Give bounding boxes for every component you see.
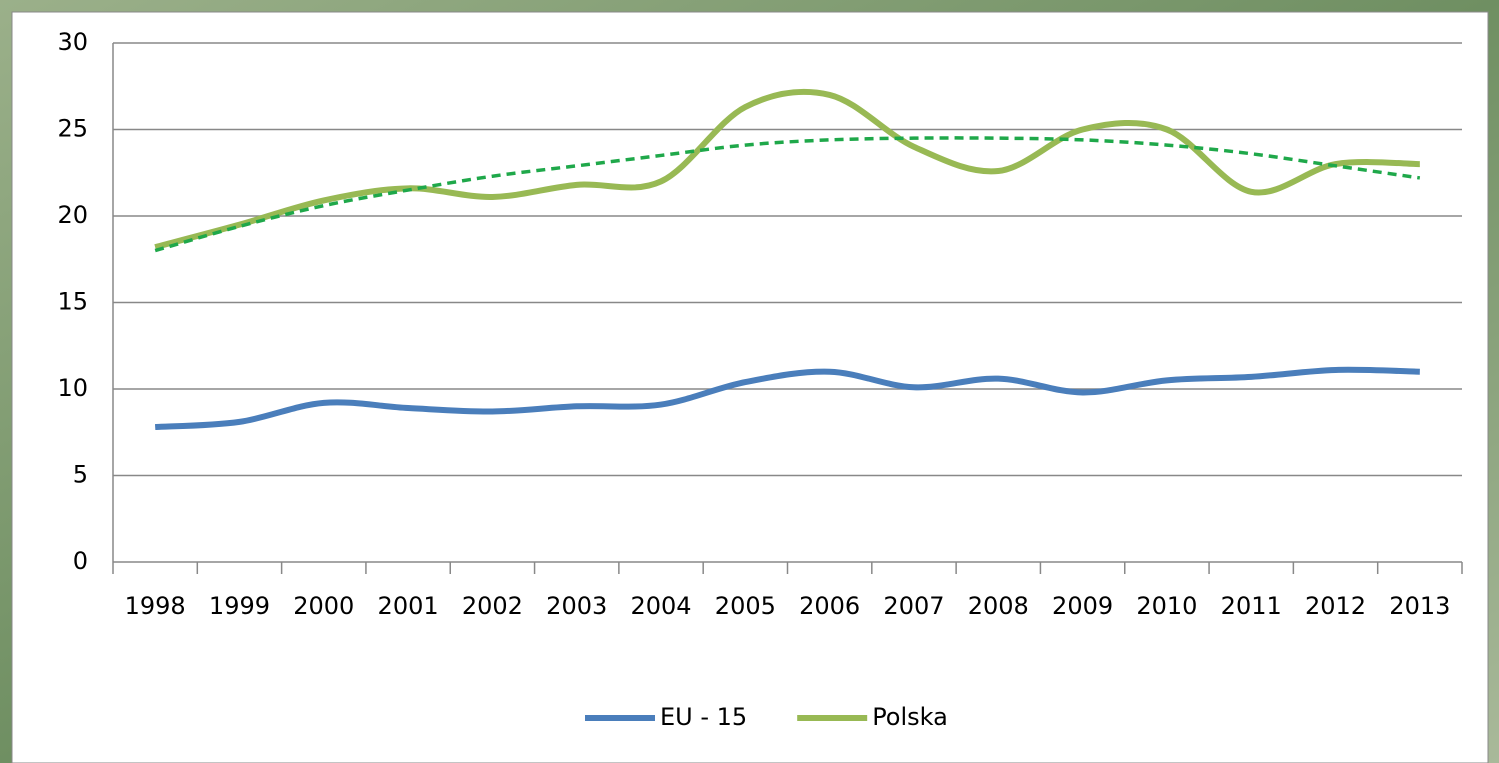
x-tick-label: 2004: [630, 592, 691, 620]
x-tick-label: 2007: [883, 592, 944, 620]
x-tick-label: 1998: [125, 592, 186, 620]
legend-label: EU - 15: [660, 703, 747, 731]
x-tick-label: 2003: [546, 592, 607, 620]
x-tick-label: 2008: [968, 592, 1029, 620]
x-tick-label: 2005: [715, 592, 776, 620]
x-tick-label: 2012: [1305, 592, 1366, 620]
x-tick-label: 2001: [378, 592, 439, 620]
y-tick-label: 30: [57, 28, 88, 56]
y-tick-label: 5: [73, 461, 88, 489]
line: [154, 88, 1420, 251]
y-tick-label: 0: [73, 547, 88, 575]
x-tick-label: 2009: [1052, 592, 1113, 620]
y-tick-label: 10: [57, 374, 88, 402]
legend-label: Polska: [872, 703, 948, 731]
x-tick-label: 2002: [462, 592, 523, 620]
y-tick-label: 25: [57, 115, 88, 143]
y-tick-label: 15: [57, 288, 88, 316]
x-tick-label: 2000: [293, 592, 354, 620]
x-tick-label: 1999: [209, 592, 270, 620]
trendline: [154, 136, 1421, 253]
x-tick-label: 2010: [1136, 592, 1197, 620]
chart-area: [11, 11, 1489, 763]
x-tick-label: 2013: [1389, 592, 1450, 620]
x-tick-label: 2011: [1221, 592, 1282, 620]
x-tick-label: 2006: [799, 592, 860, 620]
line: [154, 366, 1420, 431]
y-tick-label: 20: [57, 201, 88, 229]
